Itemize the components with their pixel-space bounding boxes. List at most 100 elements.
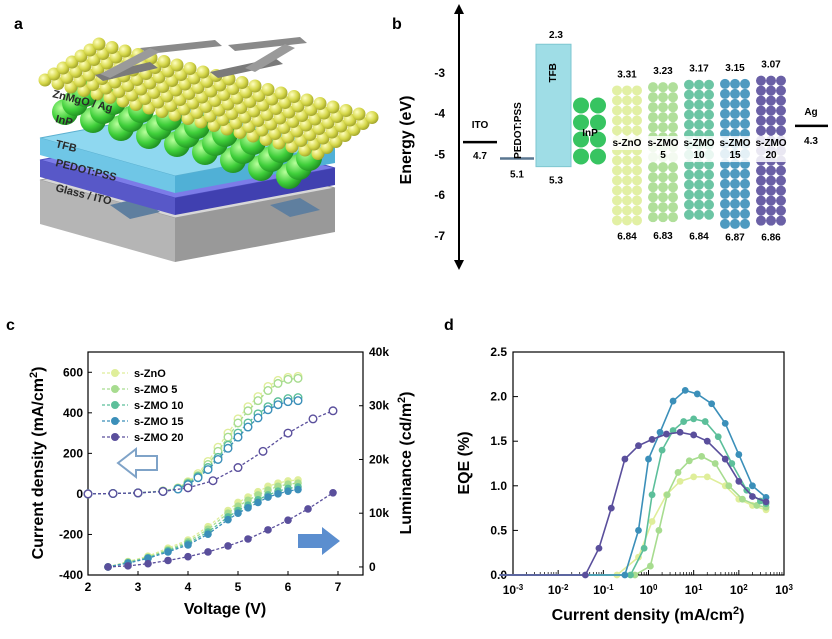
c-current-point [308,414,318,424]
znmgo-particle [248,79,262,93]
c-y-tick-label: 0 [76,487,83,501]
c-y2-tick-label: 30k [369,399,389,413]
c-current-point [223,432,233,442]
etl-particle [756,125,766,136]
etl-particle [730,208,740,219]
etl-particle [684,199,694,210]
d-eqe-point [690,473,698,481]
etl-particle [766,115,776,126]
etl-particle [668,82,678,93]
panel-d-label: d [444,317,454,334]
c-legend-marker [111,401,119,409]
panel-b-label: b [392,16,402,33]
etl-label-bg [648,136,680,163]
d-eqe-point [581,571,589,579]
znmgo-particle [326,100,340,114]
layer-label-tfb: TFB [54,138,78,155]
etl-particle [730,218,740,229]
etl-particle [776,115,786,126]
d-eqe-point [607,504,615,512]
etl-cb-value: 3.15 [725,63,745,74]
c-current-point [328,406,338,416]
etl-particle [694,209,704,220]
c-current-point [283,374,293,384]
etl-label-bg [756,136,788,163]
tfb-side [40,138,175,193]
d-eqe-point [648,518,656,525]
etl-particle [694,79,704,90]
c-current-line [87,377,299,495]
c-y2-axis-label: Luminance (cd/m2) [396,391,415,534]
d-eqe-point [685,457,693,465]
etl-particle [776,185,786,196]
etl-particle [612,185,622,196]
c-current-point [203,465,213,475]
etl-label-number: 10 [693,150,705,161]
etl-particle [704,79,714,90]
etl-particle [776,95,786,106]
c-legend-marker [111,369,119,377]
c-luminance-point [224,542,232,550]
tfb-label: TFB [548,63,559,82]
etl-particle [632,95,642,106]
d-eqe-point [749,493,756,500]
etl-particle [740,78,750,89]
etl-particle [684,209,694,220]
d-eqe-point [703,473,711,481]
etl-particle [730,78,740,89]
d-eqe-point [681,386,689,394]
c-current-point [258,446,268,456]
c-y-tick-label: 200 [63,446,83,460]
etl-particle [694,159,704,170]
c-current-point [273,378,283,388]
etl-particle [622,125,632,136]
inp-dot [573,97,589,114]
etl-particle [632,155,642,166]
d-y-tick-label: 2.5 [490,345,507,359]
etl-particle [704,199,714,210]
inp-quantum-dots [52,81,322,189]
etl-particle [720,88,730,99]
etl-particle [740,178,750,189]
etl-particle [730,168,740,179]
etl-particle [648,122,658,133]
etl-vb-value: 6.86 [761,232,781,243]
d-eqe-point [714,433,722,441]
etl-particle [622,105,632,116]
etl-particle [730,178,740,189]
d-eqe-point [693,390,701,398]
etl-particle [776,215,786,226]
znmgo-particle [365,111,379,124]
inp-dot [590,97,606,114]
etl-particle [766,205,776,216]
inp-dot [590,131,606,148]
znmgo-particle [287,90,301,103]
d-eqe-point [635,442,642,450]
d-eqe-point [676,428,684,436]
c-legend-label: s-ZMO 15 [134,416,184,428]
ito-electrode [270,198,320,217]
pedot-label: PEDOT:PSS [513,102,524,159]
etl-particle [756,185,766,196]
etl-particle [720,78,730,89]
etl-particle [730,88,740,99]
etl-particle [632,215,642,226]
etl-cb-value: 3.07 [761,60,781,71]
tfb-lumo-value: 2.3 [549,30,563,41]
b-y-tick-label: -5 [434,147,445,161]
ag-electrode [140,40,222,54]
c-luminance-point [264,493,272,501]
left-arrow-icon [116,446,158,480]
etl-particle [684,179,694,190]
etl-vb-value: 6.84 [617,231,637,242]
c-luminance-point [124,562,132,570]
etl-particle [704,109,714,120]
c-y-tick-label: -400 [59,568,83,582]
etl-label: s-ZMO [683,138,714,149]
znmgo-particle [92,37,106,51]
c-luminance-point [164,556,172,565]
c-current-point [193,473,203,483]
etl-cb-value: 3.17 [689,64,709,75]
d-eqe-point [648,436,656,443]
c-current-point [253,413,263,423]
